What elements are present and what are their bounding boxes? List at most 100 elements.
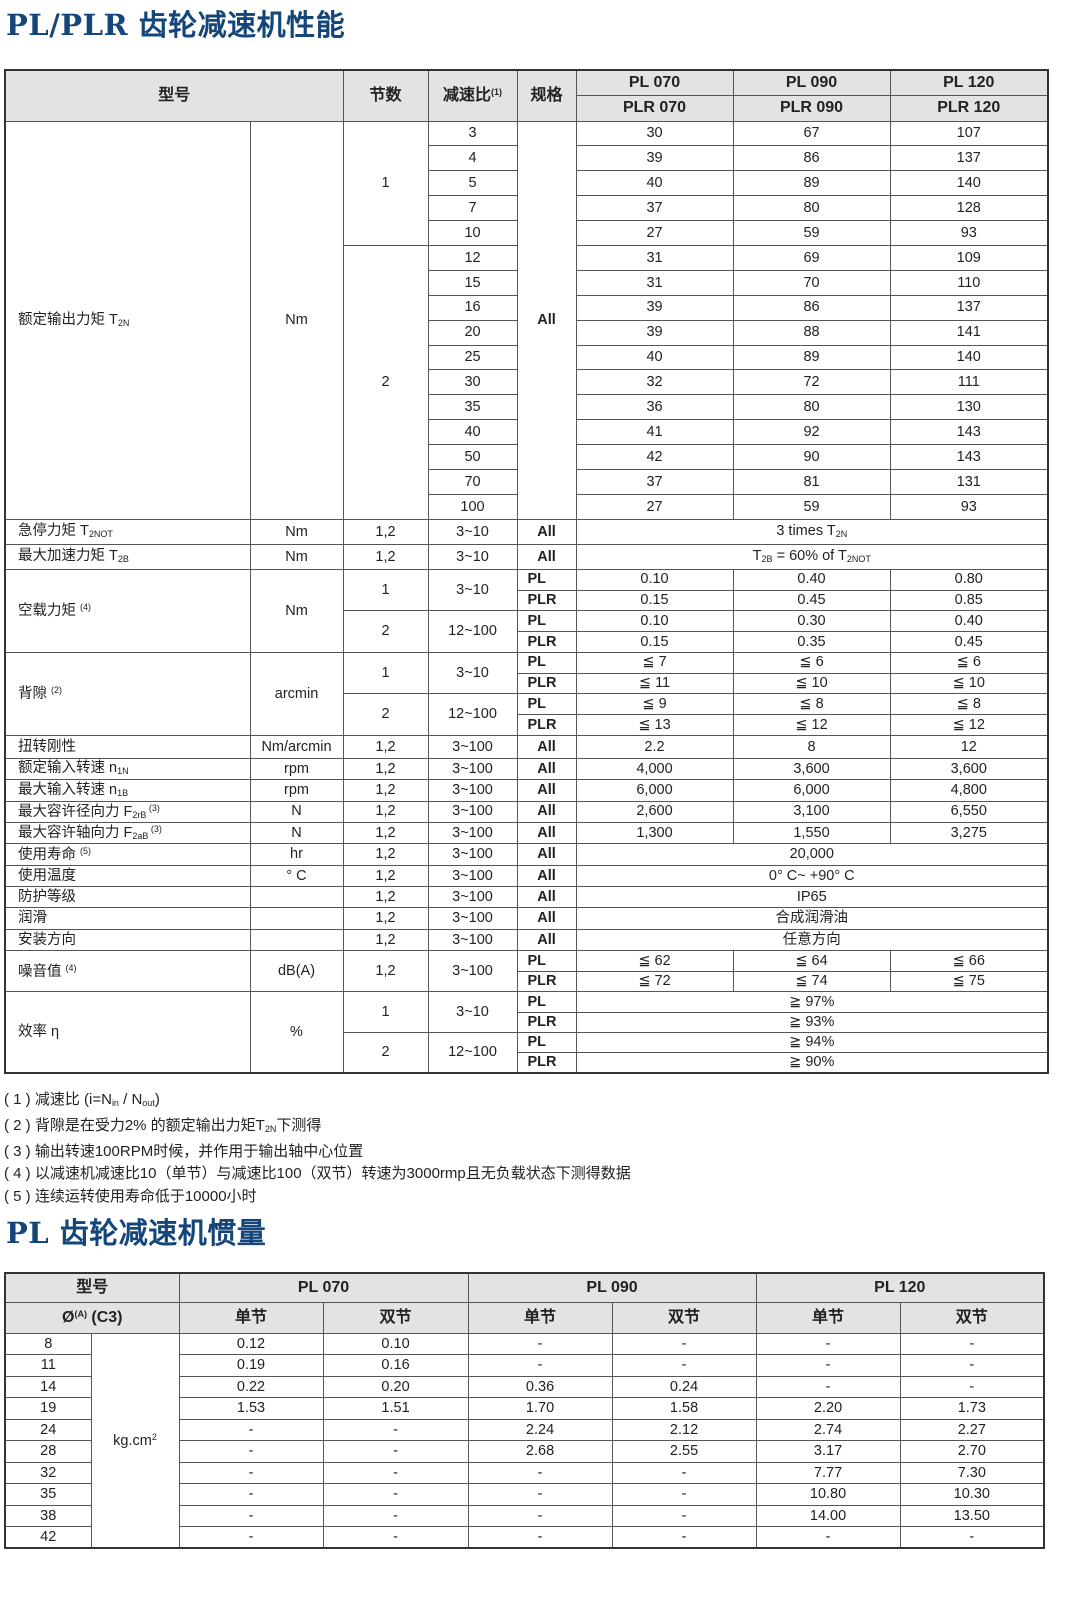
table-cell: 86 (732, 294, 891, 321)
table-cell: 140 (889, 344, 1049, 371)
table-cell: All (516, 928, 577, 952)
table-cell: 109 (889, 244, 1049, 271)
header-cell: PL 090 (732, 69, 891, 96)
table-cell: 0.45 (732, 589, 891, 612)
table-row: 35- - - -10.80 10.30 (4, 1483, 1045, 1506)
table-cell: All (516, 757, 577, 781)
table-cell: 3~10 (427, 991, 518, 1033)
table-row: 最大容许轴向力 F2aB (3) N 1,2 3~100 All 1,300 1,550 3,… (4, 821, 1049, 845)
table-cell: 0.20 (322, 1375, 469, 1398)
text-fragment: 背隙 (18, 686, 52, 702)
text-fragment: 减速比 (443, 86, 492, 104)
header-row: 型号 PL 070 PL 090 PL 120 (4, 1272, 1045, 1303)
header-cell: 单节 (467, 1301, 613, 1334)
supscript: (4) (80, 602, 92, 612)
table-cell: PL (516, 1031, 577, 1054)
table-cell: - (467, 1354, 613, 1377)
table-cell: 67 (732, 120, 891, 147)
table-cell: 70 (732, 269, 891, 296)
table-cell: - (899, 1332, 1045, 1355)
table-cell: - (322, 1440, 469, 1463)
table-cell: - (611, 1354, 757, 1377)
table-cell: dB(A) (249, 950, 344, 993)
table-cell: ≦ 75 (889, 970, 1049, 993)
table-cell: 1,2 (342, 779, 429, 802)
table-cell: Nm/arcmin (249, 734, 344, 759)
table-cell: ≦ 10 (732, 672, 891, 695)
table-cell (249, 907, 344, 930)
header-cell: Ø(A) (C3) (4, 1301, 180, 1334)
table-cell: 93 (889, 493, 1049, 520)
supscript: (5) (80, 845, 92, 856)
table-row: 7 37 80 128 (5, 195, 1049, 222)
table-cell: PLR (516, 970, 577, 993)
table-cell: ≦ 6 (889, 651, 1049, 674)
header-cell: 单节 (178, 1301, 324, 1334)
table-cell: 69 (732, 244, 891, 271)
table-cell: 0.15 (575, 589, 734, 612)
table-cell: 31 (575, 244, 734, 271)
table-cell: 0.19 (178, 1354, 324, 1377)
text-fragment: 3 times T (776, 523, 836, 540)
table-cell: 20 (427, 319, 518, 346)
table-row: 使用寿命 (5) hr 1,2 3~100 All 20,000 (4, 843, 1049, 866)
text-fragment: 噪音值 (18, 963, 66, 980)
table-cell: 0.15 (575, 631, 734, 653)
table-cell: All (516, 120, 577, 520)
table-cell: 3~100 (427, 864, 518, 888)
table-cell: 1,2 (342, 928, 429, 952)
table-cell: 12 (889, 734, 1049, 759)
supscript: (A) (74, 1308, 87, 1319)
table-cell: - (611, 1332, 757, 1355)
table-cell: 30 (427, 369, 518, 396)
table-cell: 0.85 (889, 589, 1049, 612)
table-cell: 0.16 (322, 1354, 469, 1377)
table-row: 额定输出力矩 T2N Nm 1 3 All 30 67 107 (4, 120, 1049, 520)
table-cell: 使用温度 (4, 864, 251, 888)
table-cell: 4,000 (575, 757, 734, 781)
table-cell: 3~10 (427, 651, 518, 695)
footnote: ( 3 ) 输出转速100RPM时候，并作用于输出轴中心位置 (4, 1141, 631, 1164)
table-cell: - (755, 1526, 901, 1549)
table-cell: Nm (249, 543, 344, 570)
table-cell: - (899, 1375, 1045, 1398)
subscript: 1B (117, 787, 129, 798)
table-cell: 1,2 (342, 821, 429, 845)
table-cell: - (178, 1418, 324, 1441)
table-cell: 3~10 (427, 518, 518, 545)
table-cell: All (516, 907, 577, 930)
table-cell: 20,000 (575, 843, 1049, 866)
table-cell: 35 (427, 394, 518, 421)
subscript: 1N (117, 766, 129, 777)
table-cell: ≦ 7 (575, 651, 734, 674)
table-cell: ≦ 9 (575, 693, 734, 715)
table-row: PLR 0.15 0.35 0.45 (5, 631, 1049, 653)
footnote: ( 2 ) 背隙是在受力2% 的额定输出力矩T2N下测得 (4, 1115, 631, 1141)
table-cell: 39 (575, 294, 734, 321)
table-cell: 3~10 (427, 543, 518, 570)
table-cell: 30 (575, 120, 734, 147)
table-cell: 急停力矩 T2NOT (4, 518, 251, 545)
table-cell: 2.24 (467, 1418, 613, 1441)
subscript: 2NOT (88, 529, 113, 540)
table-cell: 27 (575, 493, 734, 520)
table-cell: - (467, 1526, 613, 1549)
header-cell: 规格 (516, 69, 577, 122)
table-cell: 3~100 (427, 843, 518, 866)
table-row: 28- -2.68 2.55 3.17 2.70 (4, 1440, 1045, 1463)
text-fragment: ( 1 ) 减速比 (i=N (4, 1091, 112, 1108)
text-fragment: 下测得 (276, 1116, 322, 1134)
table-cell: 40 (575, 344, 734, 371)
table-cell: 131 (889, 468, 1049, 495)
table-cell: 1,300 (575, 821, 734, 845)
supscript: 2 (151, 1431, 157, 1442)
table-cell: 使用寿命 (5) (4, 843, 251, 866)
table-cell: 4,800 (889, 779, 1049, 802)
table-cell: 50 (427, 444, 518, 470)
table-cell: 背隙 (2) (4, 651, 251, 736)
supscript: (3) (148, 824, 162, 835)
table-cell: 32 (4, 1461, 92, 1484)
table-cell: - (178, 1440, 324, 1463)
table-cell: 1 (342, 568, 429, 612)
table-cell: 80 (732, 195, 891, 222)
